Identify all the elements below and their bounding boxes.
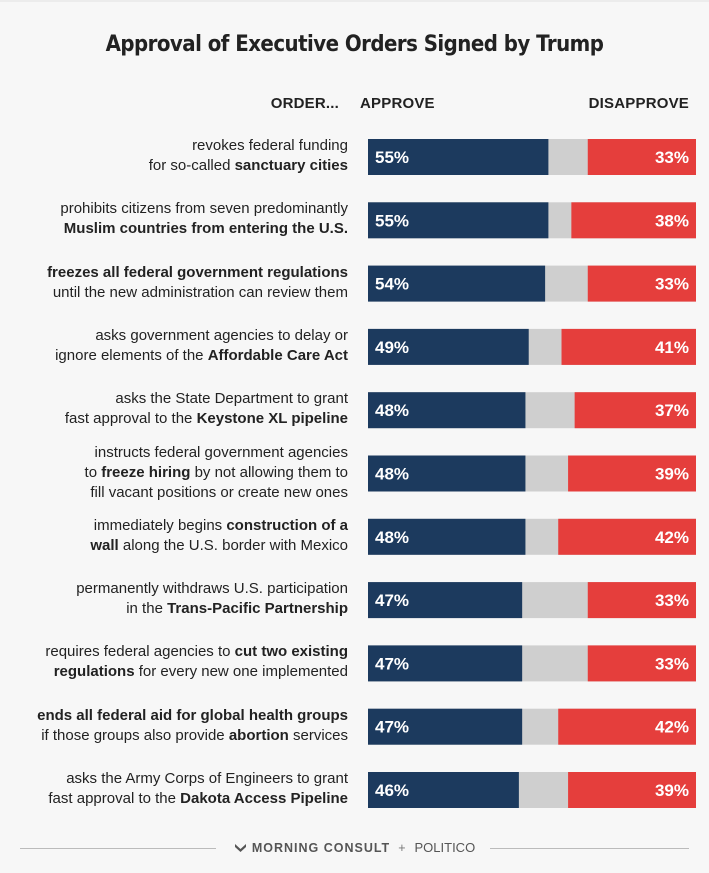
- label-disapprove-0: 33%: [655, 148, 689, 167]
- label-approve-3: 49%: [375, 338, 409, 357]
- bar-disapprove-3: [561, 328, 696, 365]
- bar-disapprove-8: [587, 645, 696, 682]
- label-disapprove-1: 38%: [655, 211, 689, 230]
- bar-approve-6: [368, 518, 526, 555]
- bar-disapprove-1: [571, 202, 696, 239]
- label-disapprove-10: 39%: [655, 781, 689, 800]
- bar-approve-5: [368, 455, 526, 492]
- footer-plus: +: [398, 841, 407, 855]
- row-label-5: instructs federal government agencies to …: [84, 443, 348, 501]
- row-label-4: asks the State Department to grant fast a…: [64, 390, 348, 428]
- label-approve-6: 48%: [375, 528, 409, 547]
- label-disapprove-7: 33%: [655, 591, 689, 610]
- label-approve-5: 48%: [375, 465, 409, 484]
- bar-disapprove-6: [558, 518, 696, 555]
- label-disapprove-4: 37%: [655, 401, 689, 420]
- bar-approve-1: [368, 202, 549, 239]
- label-approve-8: 47%: [375, 654, 409, 673]
- bar-disapprove-10: [568, 772, 696, 808]
- row-label-7: permanently withdraws U.S. participation…: [76, 580, 348, 618]
- label-approve-7: 47%: [375, 591, 409, 610]
- label-disapprove-6: 42%: [655, 528, 689, 547]
- footer-rule-right: [490, 848, 689, 849]
- row-label-9: ends all federal aid for global health g…: [37, 706, 348, 744]
- label-approve-1: 55%: [375, 211, 409, 230]
- header-order: ORDER...: [270, 95, 339, 112]
- row-label-2: freezes all federal government regulatio…: [47, 263, 348, 301]
- row-label-6: immediately begins construction of a wall…: [90, 516, 348, 554]
- label-approve-9: 47%: [375, 718, 409, 737]
- header-disapprove: DISAPPROVE: [588, 95, 689, 112]
- bar-disapprove-4: [574, 392, 696, 429]
- label-disapprove-8: 33%: [655, 654, 689, 673]
- footer-brand-morning-consult: MORNING CONSULT: [251, 841, 391, 855]
- label-approve-4: 48%: [375, 401, 409, 420]
- row-label-10: asks the Army Corps of Engineers to gran…: [48, 770, 348, 807]
- bar-disapprove-2: [587, 265, 696, 302]
- header-approve: APPROVE: [360, 95, 435, 112]
- bar-approve-10: [368, 772, 519, 808]
- bar-disapprove-9: [558, 708, 696, 745]
- label-approve-2: 54%: [375, 275, 409, 294]
- label-disapprove-5: 39%: [655, 465, 689, 484]
- label-disapprove-2: 33%: [655, 275, 689, 294]
- footer-rule-left: [20, 848, 216, 849]
- bar-approve-2: [368, 265, 546, 302]
- top-rule: [0, 0, 709, 2]
- morning-consult-logo-icon: [234, 844, 246, 852]
- bar-approve-8: [368, 645, 523, 682]
- footer-credits: MORNING CONSULT + POLITICO: [0, 840, 709, 855]
- bar-disapprove-0: [587, 139, 696, 175]
- bar-approve-0: [368, 139, 549, 175]
- row-label-1: prohibits citizens from seven predominan…: [60, 200, 348, 238]
- label-approve-10: 46%: [375, 781, 409, 800]
- bar-approve-7: [368, 582, 523, 619]
- row-label-0: revokes federal funding for so-called san…: [148, 137, 348, 174]
- bar-approve-3: [368, 328, 529, 365]
- chart-title: Approval of Executive Orders Signed by T…: [105, 32, 604, 57]
- label-disapprove-3: 41%: [655, 338, 689, 357]
- bar-approve-4: [368, 392, 526, 429]
- bar-disapprove-5: [568, 455, 696, 492]
- row-label-3: asks government agencies to delay or igno…: [55, 326, 348, 364]
- label-approve-0: 55%: [375, 148, 409, 167]
- bar-approve-9: [368, 708, 523, 745]
- bar-disapprove-7: [587, 582, 696, 619]
- footer-brand-politico: POLITICO: [414, 840, 476, 855]
- label-disapprove-9: 42%: [655, 718, 689, 737]
- row-label-8: requires federal agencies to cut two exi…: [45, 643, 348, 681]
